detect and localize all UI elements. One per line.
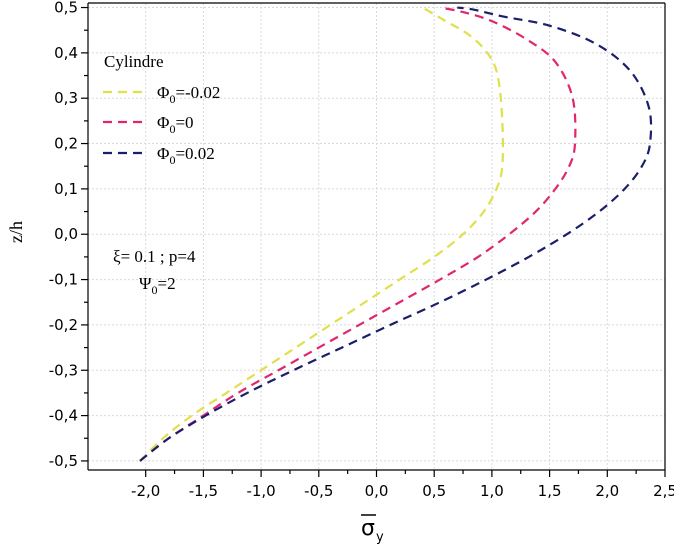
y-tick-label-9: 0,4 — [54, 44, 78, 62]
legend-label-0-value: =-0.02 — [175, 83, 220, 102]
series-line-2 — [139, 6, 653, 462]
legend-label-1-sub: 0 — [169, 122, 175, 136]
series-line-0 — [139, 6, 505, 462]
x-axis-label: σ y — [361, 514, 384, 545]
y-tick-label-2: -0,3 — [49, 361, 78, 379]
x-tick-label-0: -2,0 — [131, 482, 160, 500]
annotation-params: ξ= 0.1 ; p=4 — [113, 247, 196, 266]
legend-label-2: Φ0=0.02 — [157, 144, 215, 167]
x-tick-label-2: -1,0 — [246, 482, 275, 500]
y-axis-label: z/h — [6, 221, 26, 243]
y-tick-label-1: -0,4 — [49, 407, 78, 425]
legend-label-2-main: Φ — [157, 144, 169, 163]
annotation-psi-main: Ψ — [139, 274, 152, 293]
legend-label-1-main: Φ — [157, 113, 169, 132]
legend-label-2-sub: 0 — [169, 153, 175, 167]
x-tick-label-9: 2,5 — [653, 482, 674, 500]
x-tick-label-4: 0,0 — [365, 482, 389, 500]
y-tick-label-7: 0,2 — [54, 135, 78, 153]
legend: Cylindre Φ0=-0.02 Φ0=0 Φ0=0.02 — [103, 52, 220, 167]
x-axis-label-subscript: y — [376, 530, 384, 545]
annotations: ξ= 0.1 ; p=4 Ψ0=2 — [113, 247, 196, 297]
legend-title: Cylindre — [104, 52, 164, 71]
legend-label-0-main: Φ — [157, 83, 169, 102]
legend-item-2: Φ0=0.02 — [103, 144, 215, 167]
series-lines — [139, 6, 653, 462]
series-line-1 — [139, 6, 577, 462]
annotation-psi-sub: 0 — [152, 283, 158, 297]
x-tick-label-6: 1,0 — [480, 482, 504, 500]
y-tick-label-5: 0,0 — [54, 225, 78, 243]
x-tick-label-1: -1,5 — [189, 482, 218, 500]
y-tick-label-0: -0,5 — [49, 452, 78, 470]
legend-label-1: Φ0=0 — [157, 113, 194, 136]
annotation-psi: Ψ0=2 — [139, 274, 176, 297]
x-tick-label-5: 0,5 — [422, 482, 446, 500]
legend-item-0: Φ0=-0.02 — [103, 83, 220, 106]
x-tick-label-3: -0,5 — [304, 482, 333, 500]
tick-marks — [81, 6, 666, 477]
legend-label-1-value: =0 — [175, 113, 193, 132]
x-axis-label-symbol: σ — [361, 516, 375, 541]
legend-item-1: Φ0=0 — [103, 113, 194, 136]
grid — [88, 3, 666, 470]
y-tick-label-3: -0,2 — [49, 316, 78, 334]
y-tick-label-8: 0,3 — [54, 89, 78, 107]
x-tick-label-7: 1,5 — [538, 482, 562, 500]
y-tick-label-6: 0,1 — [54, 180, 78, 198]
legend-label-0-sub: 0 — [169, 92, 175, 106]
y-tick-label-4: -0,1 — [49, 271, 78, 289]
x-tick-labels: -2,0 -1,5 -1,0 -0,5 0,0 0,5 1,0 1,5 2,0 2,5 — [131, 482, 674, 500]
legend-label-2-value: =0.02 — [175, 144, 214, 163]
y-tick-label-10: 0,5 — [54, 0, 78, 17]
legend-label-0: Φ0=-0.02 — [157, 83, 220, 106]
annotation-psi-value: =2 — [158, 274, 176, 293]
y-tick-labels: -0,5 -0,4 -0,3 -0,2 -0,1 0,0 0,1 0,2 0,3 0,4 0,5 — [49, 0, 78, 470]
x-tick-label-8: 2,0 — [595, 482, 619, 500]
